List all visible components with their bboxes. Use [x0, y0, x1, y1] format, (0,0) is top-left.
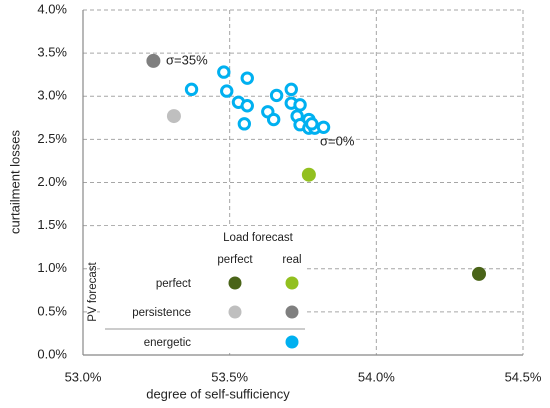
y-axis-title: curtailment losses — [7, 129, 22, 234]
y-tick-label: 2.5% — [37, 131, 67, 146]
legend-title: Load forecast — [223, 232, 293, 244]
legend-marker — [228, 305, 242, 319]
y-tick-label: 1.0% — [37, 260, 67, 275]
legend-marker — [285, 305, 299, 319]
legend-marker — [285, 276, 299, 290]
y-tick-label: 1.5% — [37, 217, 67, 232]
x-axis-title: degree of self-sufficiency — [146, 386, 290, 401]
legend-column: perfect — [217, 254, 253, 266]
point — [472, 266, 486, 281]
legend-marker — [228, 276, 242, 290]
y-tick-label: 0.5% — [37, 303, 67, 318]
point — [220, 84, 234, 98]
point — [184, 82, 199, 97]
point — [217, 65, 231, 79]
legend-row: perfect — [156, 278, 192, 290]
point — [237, 117, 252, 131]
legend-column: real — [282, 254, 301, 266]
legend-row: persistence — [132, 307, 191, 319]
x-tick-label: 53.5% — [211, 369, 248, 384]
point — [240, 71, 254, 85]
point — [146, 53, 161, 68]
y-tick-label: 3.0% — [37, 88, 67, 103]
point — [269, 88, 284, 103]
y-tick-label: 3.5% — [37, 45, 67, 60]
legend-row-title: PV forecast — [87, 261, 99, 321]
point — [240, 99, 254, 113]
y-tick-label: 0.0% — [37, 346, 67, 361]
point — [301, 167, 316, 182]
point — [166, 109, 181, 124]
point — [284, 82, 298, 97]
annotation: σ=0% — [320, 133, 355, 148]
annotation: σ=35% — [166, 52, 208, 67]
x-tick-label: 53.0% — [65, 369, 102, 384]
y-tick-label: 2.0% — [37, 174, 67, 189]
x-tick-label: 54.5% — [505, 369, 542, 384]
y-tick-label: 4.0% — [37, 1, 67, 16]
x-tick-label: 54.0% — [358, 369, 395, 384]
point — [293, 98, 307, 112]
legend-marker — [285, 335, 299, 349]
legend-row: energetic — [144, 337, 192, 349]
point — [305, 117, 319, 131]
legend-background — [100, 226, 306, 352]
point — [316, 120, 331, 135]
point — [266, 112, 281, 127]
